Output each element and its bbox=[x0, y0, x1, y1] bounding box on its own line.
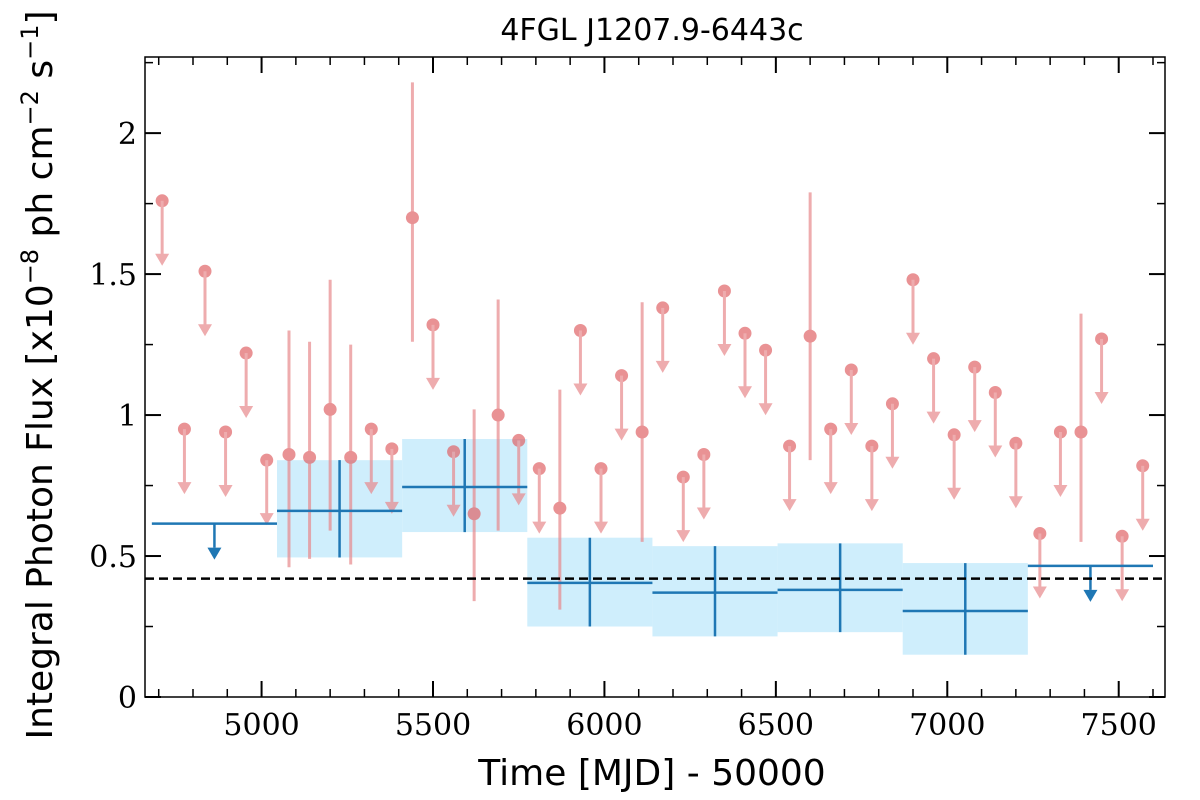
short-bin-ul-arrow bbox=[717, 344, 732, 357]
short-bin-point bbox=[467, 507, 481, 521]
short-bin-ul-arrow bbox=[926, 411, 941, 424]
short-bin-point bbox=[1074, 425, 1088, 439]
short-bin-point bbox=[344, 450, 358, 464]
short-bin-point bbox=[491, 408, 505, 422]
short-bin-ul-arrow bbox=[758, 403, 773, 416]
short-bin-ul-arrow bbox=[1094, 391, 1109, 404]
short-bin-ul-arrow bbox=[364, 482, 379, 495]
short-bin-ul-arrow bbox=[511, 493, 526, 506]
y-tick-label: 0.5 bbox=[89, 540, 137, 575]
short-bin-ul-arrow bbox=[218, 484, 233, 497]
short-bin-ul-arrow bbox=[614, 428, 629, 441]
short-bin-point bbox=[303, 450, 317, 464]
short-bin-ul-arrow bbox=[259, 513, 274, 526]
short-bin-ul-arrow bbox=[823, 482, 838, 495]
short-bin-ul-arrow bbox=[1115, 589, 1130, 602]
short-bin-ul-arrow bbox=[947, 487, 962, 500]
short-bin-ul-arrow bbox=[1032, 586, 1047, 599]
short-bin-ul-arrow bbox=[532, 521, 547, 534]
short-bin-ul-arrow bbox=[594, 521, 608, 534]
y-axis-title-mid: ph cm bbox=[20, 125, 61, 248]
y-tick-label: 1 bbox=[118, 399, 137, 434]
short-bin-ul-arrow bbox=[782, 499, 797, 512]
short-bin-ul-arrow bbox=[1008, 496, 1023, 509]
y-axis-title-end: ] bbox=[20, 10, 61, 24]
long-bin-series bbox=[151, 439, 1153, 655]
y-axis-title-exp2: −2 bbox=[16, 90, 44, 125]
short-bin-ul-arrow bbox=[676, 530, 691, 543]
short-bin-ul-arrow bbox=[1135, 518, 1150, 531]
long-bin-bands bbox=[277, 439, 1028, 655]
x-tick-label: 7500 bbox=[1081, 708, 1157, 743]
short-bin-ul-arrow bbox=[655, 360, 670, 373]
short-bin-ul-arrow bbox=[384, 501, 399, 514]
short-bin-ul-arrow bbox=[844, 422, 859, 435]
plot-frame bbox=[144, 56, 1166, 698]
y-axis-title-exp1: −8 bbox=[16, 249, 44, 284]
x-tick-label: 7000 bbox=[909, 708, 985, 743]
y-tick-label: 2 bbox=[118, 117, 137, 152]
short-bin-point bbox=[405, 211, 419, 225]
short-bin-point bbox=[553, 501, 567, 515]
short-bin-ul-arrow bbox=[738, 386, 752, 399]
short-bin-ul-arrow bbox=[967, 420, 982, 433]
short-bin-ul-arrow bbox=[906, 332, 920, 345]
x-tick-label: 5000 bbox=[223, 708, 299, 743]
short-bin-ul-arrow bbox=[885, 456, 900, 469]
y-axis-title: Integral Photon Flux [x10−8 ph cm−2 s−1] bbox=[16, 10, 61, 739]
short-bin-ul-arrow bbox=[239, 406, 254, 419]
short-bin-ul-arrow bbox=[155, 253, 170, 266]
short-bin-point bbox=[282, 448, 296, 462]
short-bin-ul-arrow bbox=[426, 377, 440, 390]
short-bin-series bbox=[155, 82, 1150, 610]
y-tick-label: 1.5 bbox=[89, 258, 137, 293]
short-bin-point bbox=[803, 329, 817, 343]
short-bin-ul-arrow bbox=[573, 383, 588, 396]
short-bin-point bbox=[635, 425, 649, 439]
short-bin-ul-arrow bbox=[696, 507, 711, 520]
short-bin-ul-arrow bbox=[177, 482, 192, 495]
y-axis-title-text: Integral Photon Flux [x10 bbox=[20, 284, 61, 739]
y-axis-title-s: s bbox=[20, 60, 61, 90]
x-tick-label: 6500 bbox=[738, 708, 814, 743]
short-bin-point bbox=[323, 402, 337, 416]
x-tick-label: 6000 bbox=[566, 708, 642, 743]
short-bin-ul-arrow bbox=[864, 499, 879, 512]
short-bin-ul-arrow bbox=[198, 324, 212, 337]
x-tick-label: 5500 bbox=[395, 708, 471, 743]
chart-title: 4FGL J1207.9-6443c bbox=[500, 13, 803, 48]
y-axis-title-exp3: −1 bbox=[16, 25, 44, 60]
long-bin-ul-arrow bbox=[207, 547, 222, 560]
short-bin-ul-arrow bbox=[988, 445, 1003, 458]
axis-ticks bbox=[145, 57, 1165, 698]
short-bin-ul-arrow bbox=[1053, 484, 1068, 497]
short-bin-ul-arrow bbox=[446, 504, 461, 517]
x-axis-title: Time [MJD] - 50000 bbox=[477, 753, 825, 794]
long-bin-ul-arrow bbox=[1083, 589, 1098, 602]
y-tick-label: 0 bbox=[118, 681, 137, 716]
